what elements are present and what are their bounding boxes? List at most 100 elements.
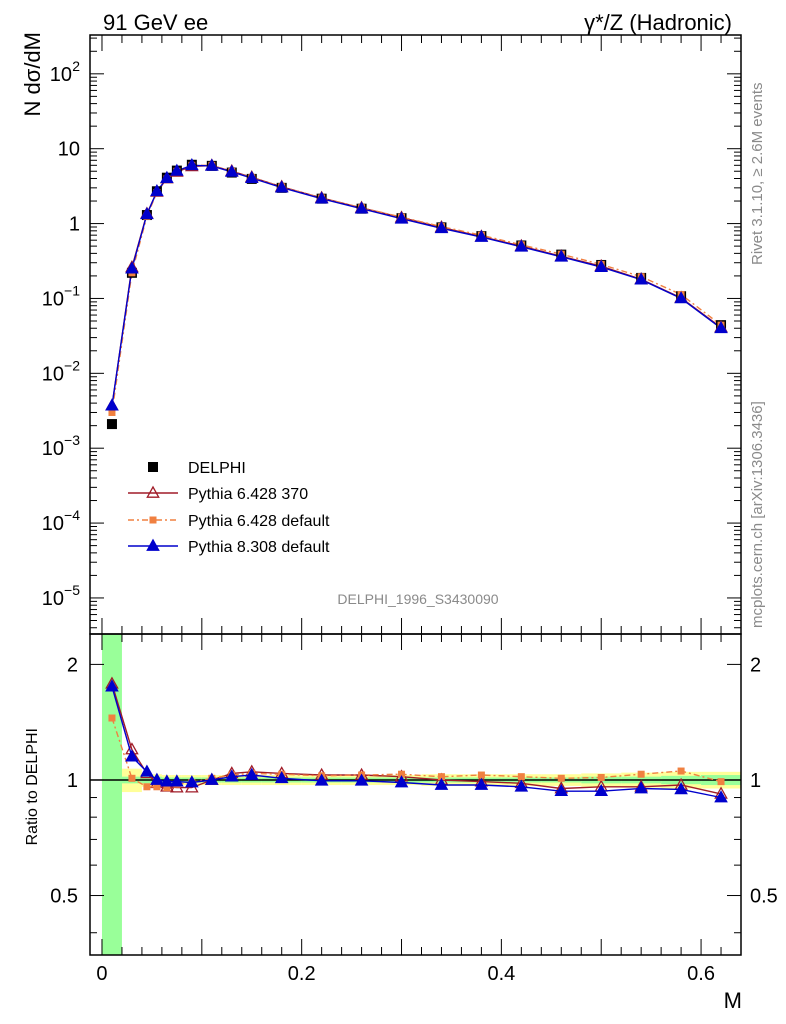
main-series-marker-3: [244, 170, 259, 183]
ratio-series-marker-1: [398, 770, 406, 778]
main-y-tick-label: 10: [42, 438, 64, 460]
ratio-series-marker-2: [140, 764, 154, 777]
main-series-marker-3: [394, 211, 409, 224]
main-y-tick-exponent: −4: [64, 507, 80, 523]
main-series-marker-3: [514, 239, 529, 252]
main-series-marker-3: [105, 398, 119, 411]
ratio-y-tick-label-right: 1: [750, 770, 761, 792]
ratio-y-tick-label: 1: [67, 770, 78, 792]
main-y-tick-exponent: −1: [64, 282, 80, 298]
ratio-series-marker-1: [477, 771, 485, 779]
ratio-series-line-2: [111, 686, 722, 799]
x-axis-label: M: [724, 988, 742, 1013]
main-y-tick-label: 10: [42, 513, 64, 535]
legend-marker-1: [146, 485, 160, 498]
main-y-tick-exponent: −3: [64, 432, 80, 448]
ratio-series-marker-1: [717, 778, 725, 786]
ratio-uncertainty-bands: [90, 634, 741, 955]
ratio-series-marker-1: [128, 774, 136, 782]
ratio-series-marker-2: [394, 775, 409, 788]
main-series-line-1: [111, 164, 722, 406]
main-y-tick-label: 10: [50, 64, 72, 86]
ratio-series-marker-1: [597, 773, 605, 781]
main-series-marker-3: [714, 320, 728, 334]
ratio-series-marker-1: [153, 783, 161, 791]
main-series-marker-3: [634, 272, 648, 285]
ratio-series-marker-2: [160, 774, 174, 787]
main-series-marker-3: [125, 261, 139, 274]
main-series-marker-3: [314, 191, 329, 204]
main-y-tick-label: 10: [42, 588, 64, 610]
main-series-marker-3: [205, 158, 219, 171]
main-series-marker-3: [434, 220, 449, 234]
ratio-series-marker-2: [244, 767, 259, 780]
main-series-marker-3: [185, 157, 199, 171]
main-series-line-3: [111, 164, 722, 406]
main-y-tick-label: 10: [42, 288, 64, 310]
rivet-version-label: Rivet 3.1.10, ≥ 2.6M events: [749, 83, 766, 266]
x-tick-label: 0.4: [487, 963, 515, 985]
main-series-marker-3: [354, 201, 369, 214]
ratio-series-marker-2: [125, 749, 139, 762]
ratio-y-axis-label: Ratio to DELPHI: [24, 728, 41, 845]
legend-marker-2: [149, 516, 157, 524]
ratio-plot-frame: [89, 633, 742, 956]
main-y-tick-exponent: −5: [64, 582, 80, 598]
main-series-marker-3: [674, 291, 688, 304]
legend: DELPHI Pythia 6.428 370 Pythia 6.428 defau…: [128, 460, 330, 556]
main-series-marker-3: [224, 164, 239, 177]
ratio-series-marker-2: [474, 777, 489, 790]
ratio-y-tick-label-right: 2: [750, 654, 761, 676]
ratio-series-group: [105, 676, 728, 803]
ratio-series-marker-1: [437, 773, 445, 781]
main-series-marker-3: [140, 206, 154, 220]
ratio-y-tick-label-right: 0.5: [750, 886, 778, 908]
ratio-series-marker-2: [434, 777, 449, 790]
ratio-y-tick-label: 0.5: [50, 886, 78, 908]
legend-label-0: DELPHI: [188, 460, 246, 477]
ratio-series-marker-2: [274, 770, 289, 784]
legend-label-2: Pythia 6.428 default: [188, 513, 330, 530]
main-data-point: [106, 419, 117, 430]
ratio-series-marker-2: [634, 781, 648, 794]
main-y-tick-label: 1: [69, 214, 80, 236]
main-series-marker-3: [474, 229, 489, 242]
ratio-series-marker-2: [205, 772, 219, 785]
main-series-marker-3: [594, 259, 609, 272]
ratio-series-marker-2: [150, 772, 164, 785]
legend-label-3: Pythia 8.308 default: [188, 539, 330, 556]
ratio-series-marker-2: [185, 775, 199, 788]
ratio-series-marker-2: [354, 773, 369, 786]
ratio-series-marker-2: [314, 773, 329, 786]
main-series-marker-3: [170, 163, 184, 176]
header-right-title: γ*/Z (Hadronic): [584, 10, 732, 35]
main-y-tick-label: 10: [58, 139, 80, 161]
ratio-series-marker-1: [143, 783, 151, 791]
main-series-marker-3: [554, 249, 569, 262]
ratio-series-marker-2: [554, 783, 569, 797]
main-series-marker-3: [274, 180, 289, 193]
ratio-y-tick-label: 2: [67, 654, 78, 676]
legend-marker-data: [148, 462, 158, 472]
ratio-stat-band-first-bin: [101, 634, 122, 955]
legend-label-1: Pythia 6.428 370: [188, 486, 308, 503]
legend-marker-3: [146, 538, 160, 551]
main-plot-area: [105, 157, 728, 430]
main-y-axis-label: N dσ/dM: [20, 32, 45, 117]
main-series-marker-3: [160, 170, 174, 183]
analysis-watermark: DELPHI_1996_S3430090: [337, 591, 498, 607]
ratio-series-marker-2: [594, 783, 609, 797]
x-tick-label: 0.2: [288, 963, 316, 985]
ratio-series-marker-2: [674, 782, 688, 795]
ratio-series-marker-1: [637, 770, 645, 778]
mcplots-label: mcplots.cern.ch [arXiv:1306.3436]: [749, 401, 766, 628]
ratio-series-marker-1: [517, 773, 525, 781]
ratio-series-marker-1: [108, 714, 116, 722]
ratio-series-marker-2: [170, 774, 184, 787]
main-series-line-2: [111, 164, 722, 413]
main-series-marker-3: [150, 183, 164, 197]
x-tick-label: 0: [96, 963, 107, 985]
header-left-title: 91 GeV ee: [103, 10, 208, 35]
main-series-marker-2: [108, 408, 116, 416]
